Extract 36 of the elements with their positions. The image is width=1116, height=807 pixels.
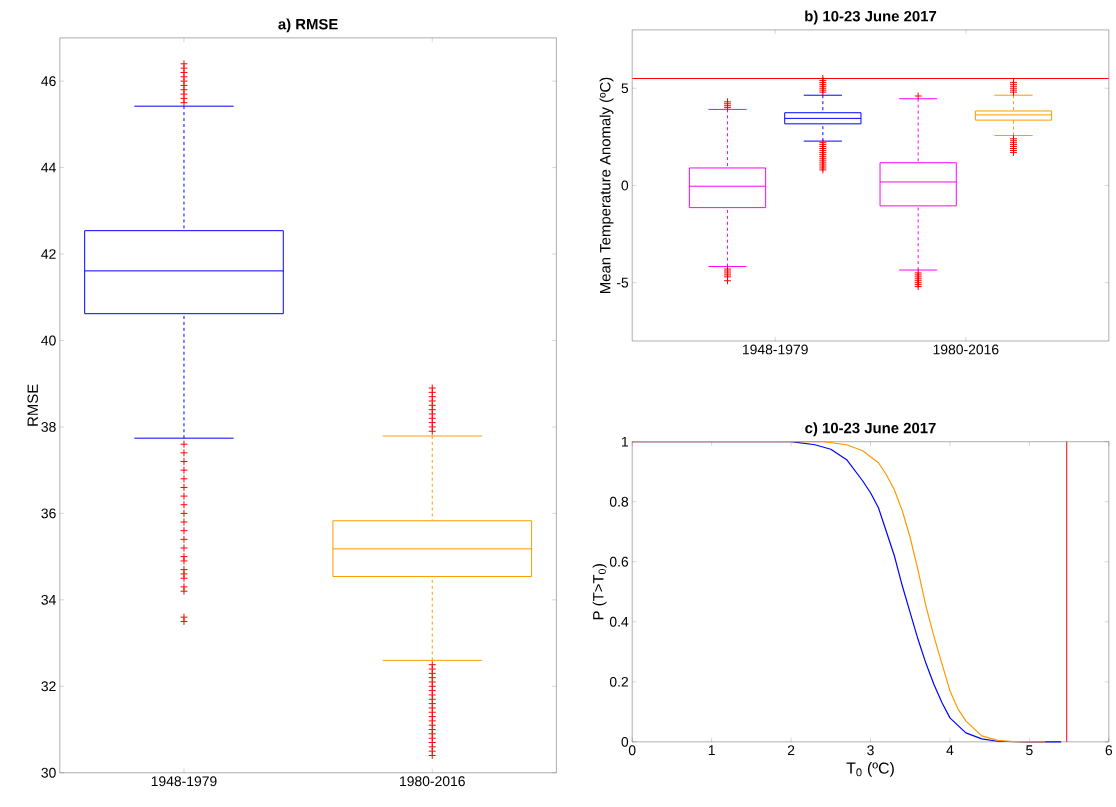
y-tick-label: 36: [41, 508, 56, 519]
y-tick-label: 30: [41, 767, 56, 778]
chart-title: a) RMSE: [278, 18, 338, 33]
y-tick-label: 0: [621, 737, 629, 747]
y-tick-label: 32: [41, 681, 56, 692]
y-tick-label: 0.4: [609, 617, 629, 627]
y-tick-label: -5: [616, 277, 629, 288]
x-tick-label: 1: [708, 745, 715, 756]
x-tick-label: 1980-2016: [933, 344, 999, 355]
y-tick-label: 0.6: [609, 556, 629, 567]
y-tick-label: 44: [41, 162, 56, 173]
y-tick-label: 38: [41, 422, 56, 433]
x-axis-title: T$_{0}$ (ºC): [846, 762, 894, 777]
chart-title: c) 10-23 June 2017: [805, 422, 936, 437]
y-axis-title: P (T>T$_{0}$): [592, 564, 607, 620]
x-tick-label: 4: [946, 745, 954, 756]
chart-title: b) 10-23 June 2017: [805, 10, 937, 25]
y-axis-title: RMSE: [27, 384, 38, 426]
x-tick-label: 5: [1026, 745, 1033, 756]
y-tick-label: 34: [41, 595, 56, 605]
y-axis-title: Mean Temperature Anomaly (ºC): [599, 77, 614, 294]
y-tick-label: 42: [41, 249, 56, 260]
y-tick-label: 0.2: [609, 677, 628, 687]
y-tick-label: 0.8: [609, 496, 629, 507]
x-tick-label: 2: [787, 745, 795, 756]
x-tick-label: 1948-1979: [151, 776, 217, 787]
y-tick-label: 40: [41, 335, 56, 346]
y-tick-label: 1: [622, 437, 629, 447]
y-tick-label: 0: [621, 180, 629, 191]
y-tick-label: 5: [621, 83, 629, 94]
x-tick-label: 1980-2016: [400, 776, 465, 787]
x-tick-label: 3: [867, 745, 874, 756]
x-tick-label: 1948-1979: [742, 344, 808, 355]
y-tick-label: 46: [41, 76, 56, 87]
x-tick-label: 0: [628, 745, 636, 756]
x-tick-label: 6: [1105, 745, 1113, 756]
